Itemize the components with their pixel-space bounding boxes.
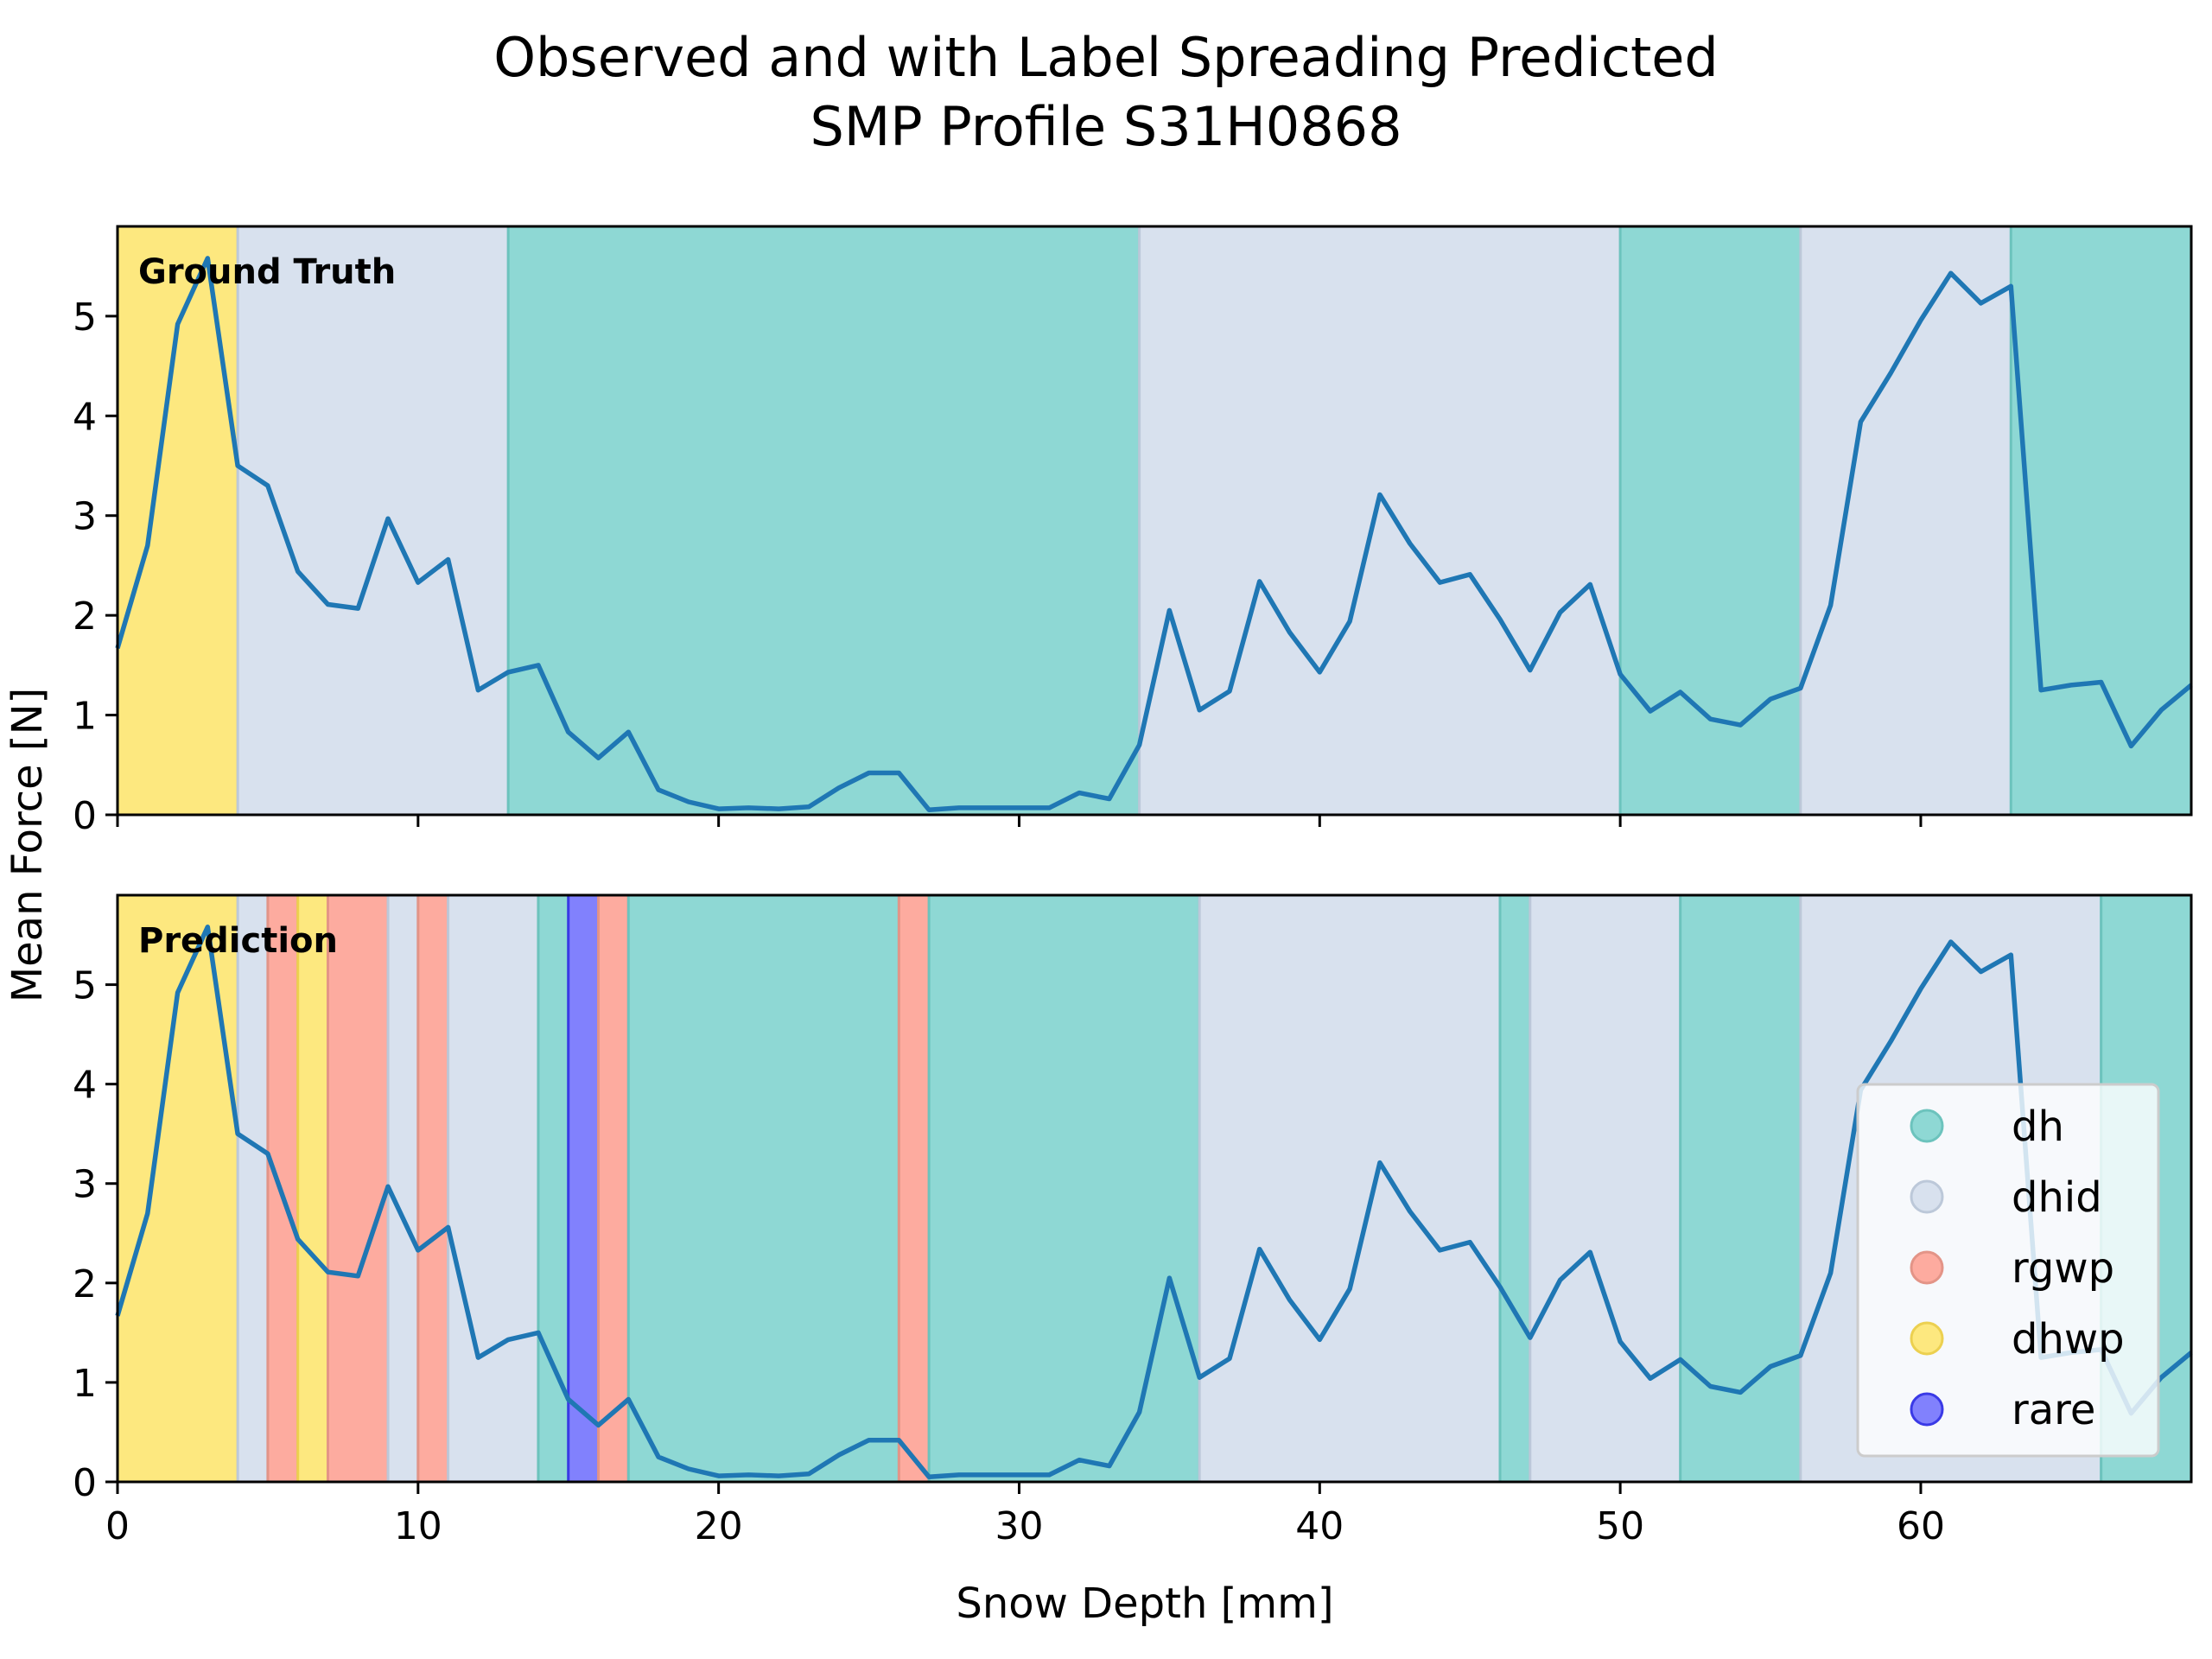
y-tick-label: 3 [73,1163,97,1207]
y-tick-label: 0 [73,1461,97,1505]
panel-frame [116,225,2193,817]
band-rgwp [417,895,448,1482]
legend-label-dh: dh [2012,1103,2064,1151]
band-rgwp [598,895,629,1482]
legend-marker-dh [1910,1109,1944,1143]
band-dhwp [297,895,328,1482]
band-dh [1500,895,1530,1482]
legend-marker-rare [1910,1392,1944,1427]
x-tick-label: 60 [1897,1504,1945,1548]
band-dh [508,226,1140,815]
prediction-label: Prediction [138,921,338,961]
x-tick-label: 30 [995,1504,1043,1548]
band-dhid [1800,226,2012,815]
mean-force-line [115,925,2193,1479]
band-dh [929,895,1200,1482]
x-tick-label: 40 [1295,1504,1344,1548]
ground-truth-label: Ground Truth [138,252,396,292]
y-tick-label: 2 [73,594,97,639]
legend-label-dhid: dhid [2012,1173,2102,1222]
y-tick-label: 1 [73,1362,97,1406]
y-tick-label: 5 [73,296,97,340]
y-tick-label: 1 [73,695,97,739]
band-rgwp [327,895,389,1482]
y-tick-label: 4 [73,395,97,439]
band-rgwp [899,895,930,1482]
legend-label-rgwp: rgwp [2012,1244,2114,1293]
band-rare [568,895,599,1482]
band-dh [2011,226,2191,815]
x-tick-label: 10 [394,1504,442,1548]
x-tick-label: 20 [695,1504,743,1548]
ground-truth-panel: Ground Truth 0 1 2 3 4 5 [73,225,2193,838]
band-dhid [448,895,538,1482]
band-dhid [238,895,268,1482]
band-dhwp [118,226,238,815]
y-tick-label: 2 [73,1262,97,1306]
legend-marker-dhwp [1910,1321,1944,1356]
x-tick-label: 0 [105,1504,130,1548]
band-dhid [1139,226,1621,815]
band-dhid [238,226,509,815]
y-tick-label: 3 [73,495,97,539]
band-dhwp [118,895,238,1482]
band-dh [628,895,899,1482]
x-tick-label: 50 [1596,1504,1644,1548]
legend-marker-rgwp [1910,1250,1944,1285]
y-tick-label: 0 [73,794,97,838]
class-legend: dh dhid rgwp dhwp rare [1856,1083,2160,1458]
band-dhid [1529,895,1681,1482]
legend-label-rare: rare [2012,1386,2095,1434]
band-dhid [388,895,418,1482]
legend-box [1856,1083,2160,1458]
chart-title-line-1: Observed and with Label Spreading Predic… [493,26,1719,89]
band-dhid [1199,895,1500,1482]
chart-title-line-2: SMP Profile S31H0868 [810,95,1402,158]
band-rgwp [267,895,298,1482]
legend-marker-dhid [1910,1179,1944,1214]
y-tick-label: 5 [73,964,97,1008]
band-dh [1680,895,1801,1482]
band-dh [1620,226,1801,815]
mean-force-line [115,256,2193,812]
y-tick-label: 4 [73,1064,97,1108]
legend-label-dhwp: dhwp [2012,1315,2125,1363]
x-axis-label: Snow Depth [mm] [956,1580,1333,1628]
panel-frame [116,893,2193,1484]
y-axis-label: Mean Force [N] [3,688,52,1003]
